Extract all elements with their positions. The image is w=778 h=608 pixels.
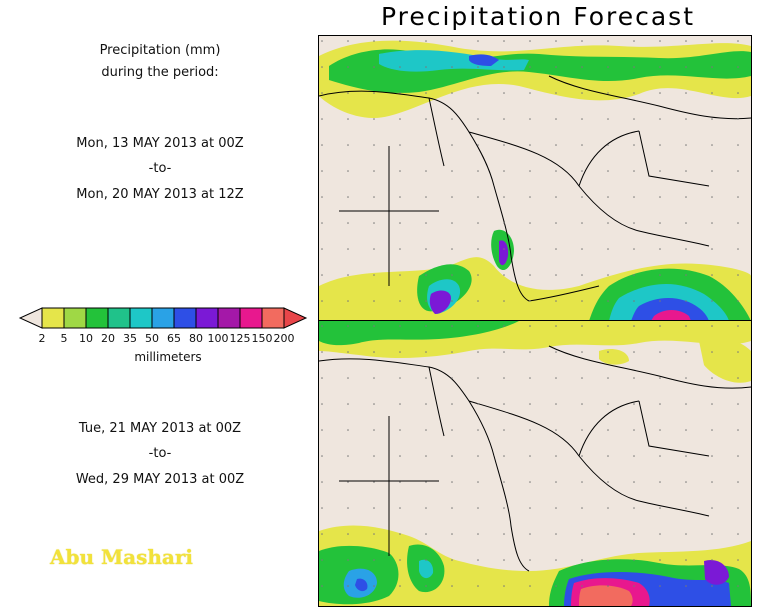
legend-tick-label: 80 [189, 332, 203, 345]
legend-swatch [85, 307, 109, 329]
legend-swatch [151, 307, 175, 329]
map-panel-period2 [318, 320, 752, 607]
legend-swatch [173, 307, 197, 329]
legend-swatch [239, 307, 263, 329]
watermark-text: Abu Mashari [50, 545, 193, 569]
period2-to: -to- [148, 446, 172, 461]
legend-swatch [41, 307, 65, 329]
legend-swatch [129, 307, 153, 329]
legend-swatch [217, 307, 241, 329]
legend-colorbar: 2 5 10 20 35 50 65 80 100 125 150 200 [18, 307, 308, 345]
legend-tick-label: 50 [145, 332, 159, 345]
period1-end: Mon, 20 MAY 2013 at 12Z [76, 187, 244, 202]
legend-tick-label: 125 [230, 332, 251, 345]
legend-units-label: millimeters [134, 350, 202, 364]
map-panel-period1 [318, 35, 752, 322]
legend-swatch [107, 307, 131, 329]
legend-tick-label: 20 [101, 332, 115, 345]
map-title: Precipitation Forecast [381, 2, 695, 31]
legend-swatch [261, 307, 285, 329]
header-line-1: Precipitation (mm) [99, 43, 221, 58]
legend-tick-label: 2 [39, 332, 46, 345]
legend-tick-label: 150 [252, 332, 273, 345]
legend-arrow-high [283, 307, 308, 329]
legend-tick-label: 200 [274, 332, 295, 345]
legend-arrow-low [18, 307, 43, 329]
period1-start: Mon, 13 MAY 2013 at 00Z [76, 136, 244, 151]
legend-tick-label: 35 [123, 332, 137, 345]
legend-swatch [63, 307, 87, 329]
legend-tick-label: 5 [61, 332, 68, 345]
legend-tick-label: 65 [167, 332, 181, 345]
period1-to: -to- [148, 161, 172, 176]
period2-end: Wed, 29 MAY 2013 at 00Z [75, 472, 245, 487]
legend-swatch [195, 307, 219, 329]
header-line-2: during the period: [101, 65, 219, 80]
color-legend: 2 5 10 20 35 50 65 80 100 125 150 200 millimeters [18, 306, 318, 376]
legend-tick-label: 100 [208, 332, 229, 345]
legend-tick-label: 10 [79, 332, 93, 345]
period2-start: Tue, 21 MAY 2013 at 00Z [78, 421, 242, 436]
